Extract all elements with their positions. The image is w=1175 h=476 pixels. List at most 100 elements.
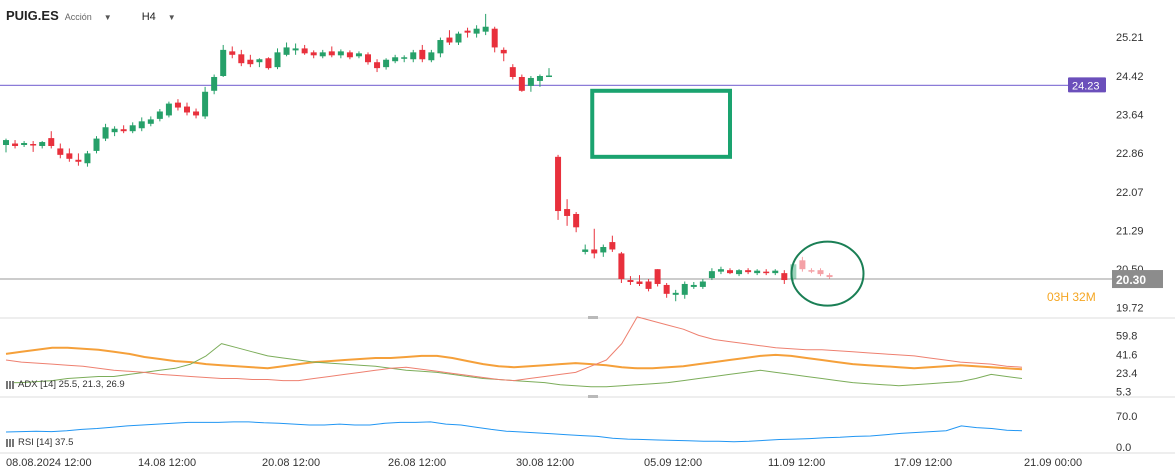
- candle-body: [419, 49, 426, 60]
- candle-body: [156, 111, 163, 119]
- candle-body: [57, 148, 64, 155]
- candle-body: [346, 52, 353, 58]
- candle: [410, 49, 417, 63]
- candle: [392, 54, 399, 64]
- candle-body: [645, 281, 652, 289]
- adx-tick-label: 23.4: [1116, 368, 1137, 380]
- level-badge-label: 24.23: [1072, 80, 1100, 92]
- candle: [365, 52, 371, 65]
- candle: [582, 244, 589, 255]
- rsi-series-line: [5, 421, 1023, 443]
- candle: [346, 50, 353, 60]
- candle-body: [21, 143, 28, 145]
- candle: [627, 276, 634, 285]
- candle-body: [211, 76, 218, 91]
- price-tick-label: 25.21: [1116, 32, 1144, 44]
- indicator-settings-icon[interactable]: [6, 438, 14, 447]
- candle: [817, 268, 824, 277]
- candle-body: [337, 51, 344, 56]
- gap-box-annotation: [590, 88, 732, 159]
- candle-body: [66, 153, 73, 159]
- time-tick-label: 17.09 12:00: [894, 457, 952, 469]
- candle: [57, 143, 64, 159]
- candle: [663, 282, 670, 298]
- candle: [355, 51, 362, 59]
- adx-series-line-di: [5, 316, 1023, 382]
- candle-body: [745, 270, 752, 273]
- candle: [708, 268, 715, 281]
- candle: [609, 235, 616, 252]
- candle: [699, 279, 706, 289]
- candle: [292, 43, 299, 55]
- candle-body: [301, 48, 308, 54]
- candle-body: [202, 91, 209, 117]
- candle: [30, 141, 37, 152]
- adx-series-line-adx: [5, 346, 1023, 371]
- chart-header: PUIG.ES Acción ▼ H4 ▼: [6, 8, 176, 23]
- candle: [374, 59, 381, 73]
- candle: [202, 86, 209, 119]
- price-tick-label: 22.86: [1116, 148, 1144, 160]
- candle-body: [220, 49, 227, 77]
- candle-body: [600, 247, 607, 253]
- rsi-legend-text: RSI [14] 37.5: [18, 437, 74, 448]
- candle: [754, 269, 761, 276]
- candle: [211, 74, 218, 95]
- candle: [799, 256, 806, 272]
- current-price-badge-label: 20.30: [1116, 273, 1146, 287]
- pane-resize-handle: [588, 316, 598, 319]
- candle: [129, 122, 136, 134]
- candle: [220, 44, 227, 77]
- time-tick-label: 20.08 12:00: [262, 457, 320, 469]
- time-tick-label: 30.08 12:00: [516, 457, 574, 469]
- timeframe-dropdown-icon[interactable]: ▼: [167, 13, 176, 22]
- candle: [401, 55, 408, 63]
- candle-body: [401, 57, 408, 59]
- candle-body: [184, 106, 190, 113]
- adx-tick-label: 5.3: [1116, 387, 1131, 399]
- candle-body: [772, 270, 779, 274]
- candle-body: [3, 140, 9, 145]
- candle-body: [265, 58, 272, 69]
- candle: [21, 141, 28, 147]
- candle-body: [518, 76, 525, 91]
- candle: [681, 281, 688, 299]
- candle-body: [39, 142, 46, 146]
- candle: [319, 49, 326, 59]
- candle: [473, 25, 480, 38]
- candle-body: [500, 49, 507, 54]
- candle-body: [165, 103, 172, 116]
- security-type: Acción: [64, 12, 92, 22]
- candle: [536, 74, 543, 87]
- candle-body: [48, 138, 55, 146]
- candle: [283, 42, 290, 57]
- candle: [39, 141, 46, 149]
- candle-body: [274, 52, 281, 68]
- candle-body: [437, 40, 444, 54]
- candle: [509, 64, 516, 80]
- timeframe-selector[interactable]: H4: [141, 11, 156, 23]
- candle: [66, 148, 73, 162]
- price-tick-label: 19.72: [1116, 303, 1144, 315]
- candle: [193, 108, 200, 119]
- candle: [591, 228, 598, 259]
- candle: [138, 117, 145, 132]
- level-badge: [1068, 77, 1106, 93]
- indicator-settings-icon[interactable]: [6, 380, 14, 389]
- symbol-name[interactable]: PUIG.ES: [6, 8, 59, 23]
- candle-body: [736, 270, 743, 275]
- symbol-dropdown-icon[interactable]: ▼: [103, 13, 112, 22]
- candle: [147, 116, 154, 127]
- candle: [111, 126, 118, 137]
- candle: [645, 279, 652, 292]
- candle-body: [473, 28, 480, 34]
- candle: [546, 68, 552, 78]
- candle-body: [482, 26, 489, 32]
- candle-body: [75, 159, 82, 162]
- candle: [256, 58, 263, 68]
- candle-body: [120, 129, 127, 132]
- adx-legend[interactable]: ADX [14] 25.5, 21.3, 26.9: [6, 379, 125, 390]
- rsi-legend[interactable]: RSI [14] 37.5: [6, 437, 73, 448]
